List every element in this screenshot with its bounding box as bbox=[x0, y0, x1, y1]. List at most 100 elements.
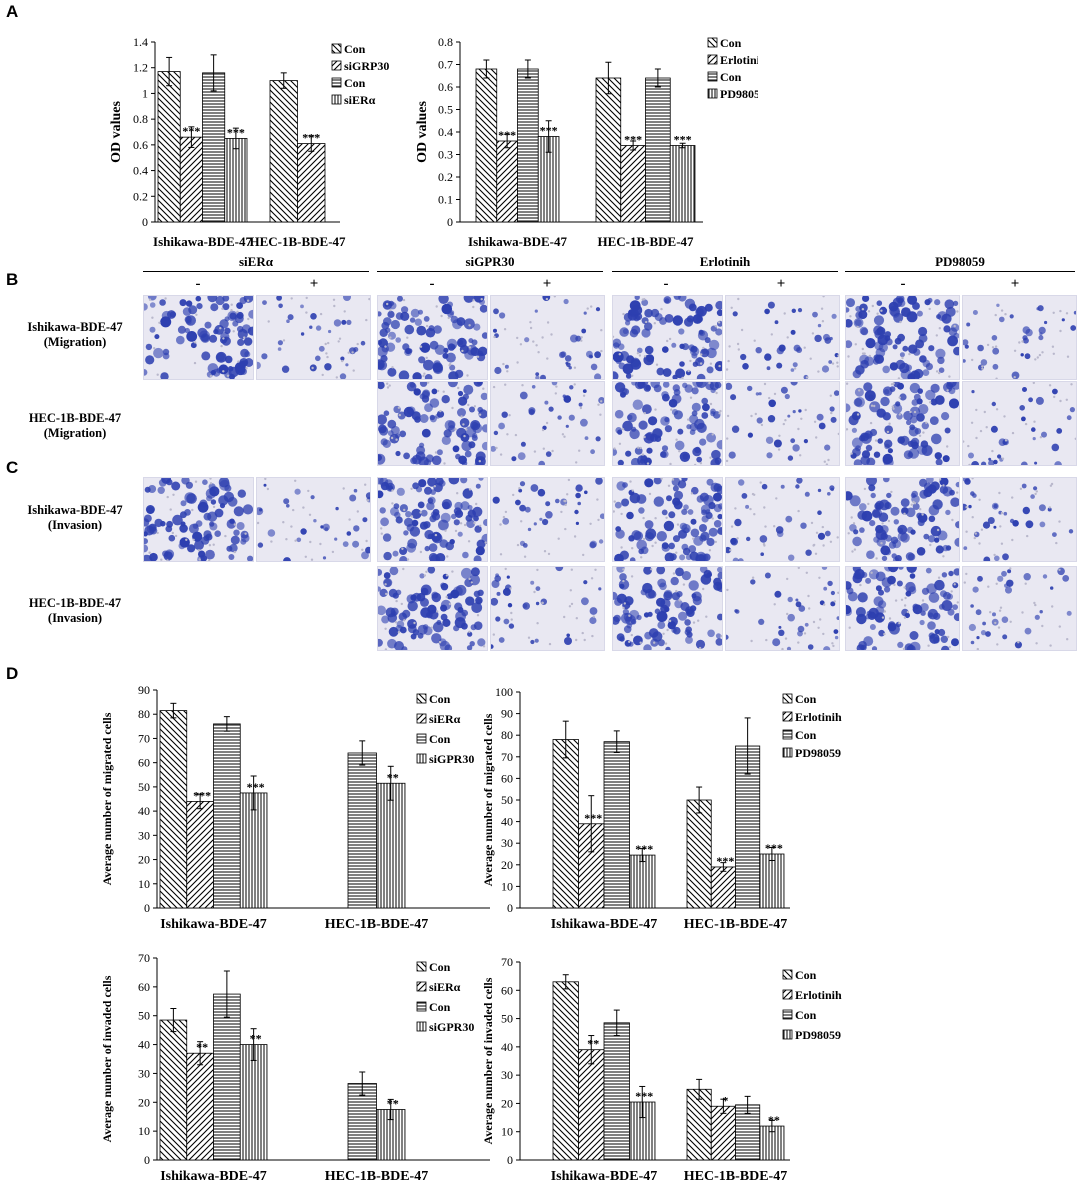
plus-sign-erlotinih: + bbox=[776, 276, 786, 292]
category-label: Ishikawa-BDE-47 bbox=[160, 917, 267, 932]
y-tick-label: 50 bbox=[501, 793, 513, 807]
legend-swatch bbox=[331, 94, 342, 105]
y-tick-label: 30 bbox=[138, 1066, 150, 1080]
legend-swatch bbox=[416, 1001, 427, 1012]
significance-mark: *** bbox=[193, 788, 211, 802]
bar bbox=[224, 138, 248, 223]
significance-mark: * bbox=[722, 1093, 728, 1107]
microscopy-image bbox=[725, 381, 840, 466]
minus-sign-sieralpha: - bbox=[195, 276, 201, 292]
bar bbox=[179, 136, 203, 223]
bar bbox=[552, 981, 579, 1161]
category-label: HEC-1B-BDE-47 bbox=[325, 1169, 428, 1184]
bar bbox=[686, 799, 712, 909]
y-tick-label: 30 bbox=[138, 828, 150, 842]
legend-swatch bbox=[782, 711, 793, 722]
bar bbox=[297, 143, 326, 223]
bar bbox=[620, 145, 646, 223]
legend-swatch bbox=[782, 1009, 793, 1020]
significance-mark: *** bbox=[227, 125, 245, 139]
y-tick-label: 0.4 bbox=[133, 164, 148, 178]
legend-label: Erlotinih bbox=[720, 53, 758, 67]
y-tick-label: 20 bbox=[501, 858, 513, 872]
group-line-erlotinih bbox=[612, 271, 838, 272]
bar bbox=[239, 792, 268, 909]
bar bbox=[603, 741, 630, 909]
legend-swatch bbox=[707, 71, 718, 82]
significance-mark: ** bbox=[250, 1032, 262, 1046]
microscopy-image bbox=[377, 381, 488, 466]
y-tick-label: 40 bbox=[501, 1040, 513, 1054]
plus-sign-sieralpha: + bbox=[309, 276, 319, 292]
legend-swatch bbox=[416, 733, 427, 744]
significance-mark: *** bbox=[635, 842, 653, 856]
y-tick-label: 40 bbox=[138, 1038, 150, 1052]
legend-swatch bbox=[331, 77, 342, 88]
group-line-sigpr30 bbox=[377, 271, 603, 272]
group-title-sigpr30: siGPR30 bbox=[465, 254, 515, 269]
legend-label: Erlotinih bbox=[795, 710, 842, 724]
y-tick-label: 1 bbox=[142, 86, 148, 100]
bar bbox=[186, 1052, 214, 1161]
bar bbox=[239, 1044, 268, 1161]
y-tick-label: 20 bbox=[501, 1096, 513, 1110]
row-label-line2: (Migration) bbox=[43, 335, 107, 349]
minus-sign-erlotinih: - bbox=[663, 276, 669, 292]
y-tick-label: 0.2 bbox=[438, 170, 453, 184]
row-label-line2: (Migration) bbox=[43, 426, 107, 440]
y-tick-label: 10 bbox=[138, 1124, 150, 1138]
significance-mark: *** bbox=[765, 841, 783, 855]
y-axis-label: Average number of migrated cells bbox=[100, 712, 114, 885]
microscopy-image bbox=[962, 381, 1077, 466]
y-axis-label: OD values bbox=[415, 101, 430, 163]
category-label: Ishikawa-BDE-47 bbox=[551, 917, 658, 932]
y-tick-label: 50 bbox=[501, 1012, 513, 1026]
y-tick-label: 1.2 bbox=[133, 61, 148, 75]
legend-label: Con bbox=[344, 42, 366, 56]
bar bbox=[595, 77, 622, 223]
y-axis-label: OD values bbox=[109, 101, 124, 163]
bar bbox=[213, 723, 241, 909]
category-label: Ishikawa-BDE-47 bbox=[468, 234, 567, 249]
chart-d-top-left: 0 10 20 30 40 50 60 70 80 90 Average number of mig… bbox=[100, 683, 490, 932]
y-tick-label: 90 bbox=[138, 683, 150, 697]
legend-label: Con bbox=[720, 70, 742, 84]
y-tick-label: 20 bbox=[138, 853, 150, 867]
bar bbox=[578, 1049, 605, 1161]
panel-label-d: D bbox=[6, 664, 19, 683]
y-tick-label: 30 bbox=[501, 1068, 513, 1082]
legend-swatch bbox=[782, 729, 793, 740]
group-title-erlotinih: Erlotinih bbox=[699, 254, 751, 269]
microscopy-image bbox=[377, 477, 488, 562]
significance-mark: *** bbox=[302, 131, 320, 145]
microscopy-image bbox=[256, 477, 371, 562]
significance-mark: ** bbox=[196, 1040, 208, 1054]
row-label-hec-migration: HEC-1B-BDE-47 (Migration) bbox=[10, 411, 140, 441]
microscopy-image bbox=[490, 566, 605, 651]
legend-label: Con bbox=[795, 1008, 817, 1022]
group-line-sieralpha bbox=[143, 271, 369, 272]
significance-mark: *** bbox=[624, 133, 642, 147]
y-tick-label: 40 bbox=[501, 815, 513, 829]
y-tick-label: 50 bbox=[138, 780, 150, 794]
y-tick-label: 0 bbox=[507, 1153, 513, 1167]
panel-label-a: A bbox=[6, 2, 19, 21]
legend-swatch bbox=[416, 961, 427, 972]
legend-swatch bbox=[416, 693, 427, 704]
y-tick-label: 0.3 bbox=[438, 148, 453, 162]
minus-sign-sigpr30: - bbox=[429, 276, 435, 292]
category-label: Ishikawa-BDE-47 bbox=[160, 1169, 267, 1184]
significance-mark: *** bbox=[584, 811, 602, 825]
panel-label-c: C bbox=[6, 458, 19, 477]
legend-label: siGPR30 bbox=[429, 1020, 474, 1034]
bar bbox=[710, 1105, 736, 1161]
significance-mark: ** bbox=[387, 770, 399, 784]
microscopy-image bbox=[612, 566, 723, 651]
row-label-ishikawa-invasion: Ishikawa-BDE-47 (Invasion) bbox=[10, 503, 140, 533]
y-axis-label: Average number of invaded cells bbox=[481, 977, 495, 1144]
category-label: HEC-1B-BDE-47 bbox=[249, 234, 346, 249]
y-tick-label: 70 bbox=[501, 955, 513, 969]
microscopy-image bbox=[490, 381, 605, 466]
y-tick-label: 50 bbox=[138, 1009, 150, 1023]
plus-sign-sigpr30: + bbox=[542, 276, 552, 292]
